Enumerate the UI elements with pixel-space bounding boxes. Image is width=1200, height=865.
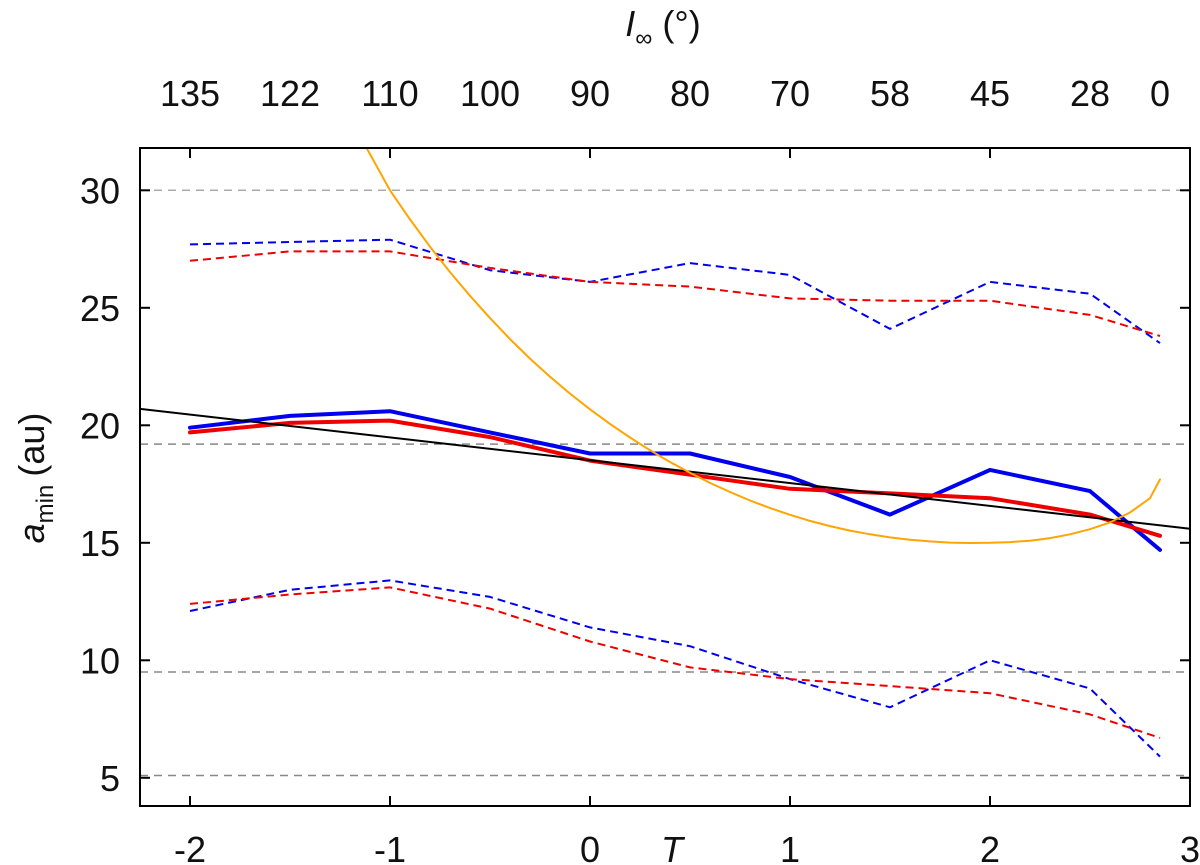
x-tick-label: 1: [780, 829, 800, 865]
plot-series: [140, 148, 1190, 758]
y-tick-label: 5: [100, 758, 120, 799]
top-axis-title: I∞ (°): [625, 3, 701, 52]
top-tick-label: 28: [1070, 73, 1110, 114]
x-tick-label: 3: [1180, 829, 1200, 865]
series-line: [188, 409, 1162, 552]
y-tick-label: 25: [80, 288, 120, 329]
series-line: [365, 148, 1161, 544]
series-line: [189, 579, 1161, 758]
top-tick-label: 135: [160, 73, 220, 114]
top-tick-label: 110: [361, 73, 418, 114]
x-tick-label: -2: [174, 829, 206, 865]
y-tick-label: 20: [80, 405, 120, 446]
y-tick-label: 10: [80, 640, 120, 681]
y-axis-ticks: 5 10 15 20 25 30: [80, 170, 1190, 799]
x-tick-label: -1: [374, 829, 406, 865]
series-line: [189, 250, 1161, 337]
x-tick-label: 0: [580, 829, 600, 865]
y-axis-title: amin(au): [11, 413, 59, 544]
reference-lines: [140, 189, 1190, 777]
top-axis-ticks: 135 122 110 100 90 80 70 58 45 28 0: [160, 73, 1170, 114]
series-line: [189, 238, 1161, 344]
series-line: [189, 586, 1161, 739]
top-tick-label: 122: [260, 73, 320, 114]
top-tick-label: 90: [570, 73, 610, 114]
plot-frame: [139, 147, 1191, 807]
top-tick-label: 0: [1150, 73, 1170, 114]
x-axis-ticks: -2 -1 0 1 2 3: [174, 148, 1200, 865]
y-tick-label: 30: [80, 170, 120, 211]
top-tick-label: 100: [460, 73, 520, 114]
series-line: [140, 407, 1190, 530]
top-tick-label: 45: [970, 73, 1010, 114]
x-axis-title: T: [661, 829, 686, 865]
x-tick-label: 2: [980, 829, 1000, 865]
y-tick-label: 15: [80, 523, 120, 564]
top-tick-label: 58: [870, 73, 910, 114]
series-line: [188, 418, 1162, 538]
top-tick-label: 70: [770, 73, 810, 114]
top-tick-label: 80: [670, 73, 710, 114]
